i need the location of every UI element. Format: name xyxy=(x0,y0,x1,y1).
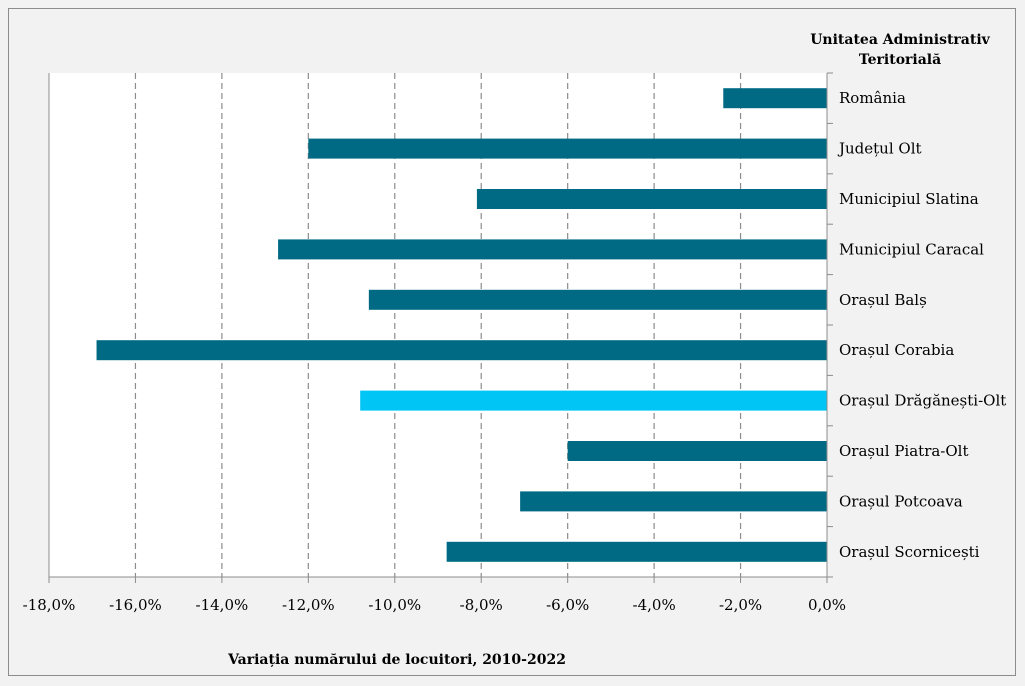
x-tick-label: -2,0% xyxy=(719,596,762,614)
legend-title-line-1: Unitatea Administrativ xyxy=(810,32,990,48)
category-label: Orașul Potcoava xyxy=(839,492,963,510)
bar xyxy=(368,289,827,310)
category-label: Județul Olt xyxy=(837,140,922,158)
category-label: România xyxy=(839,89,906,107)
x-tick-label: -14,0% xyxy=(196,596,249,614)
x-tick-label: -16,0% xyxy=(109,596,162,614)
bar xyxy=(96,340,828,361)
x-axis-title: Variația numărului de locuitori, 2010-20… xyxy=(227,652,566,668)
chart-frame: -18,0% -16,0% -14,0% -12,0% -10,0% -8,0% -6,0%… xyxy=(8,8,1016,676)
axes xyxy=(48,72,833,583)
category-label: Orașul Piatra-Olt xyxy=(839,442,969,460)
bar-chart: -18,0% -16,0% -14,0% -12,0% -10,0% -8,0% -6,0%… xyxy=(23,32,1007,668)
bar xyxy=(520,491,827,512)
category-label: Municipiul Slatina xyxy=(839,190,979,208)
bar xyxy=(308,138,827,159)
x-tick-label: -18,0% xyxy=(23,596,76,614)
x-tick-label: -6,0% xyxy=(546,596,589,614)
x-tick-label: -12,0% xyxy=(282,596,335,614)
x-tick-label: -4,0% xyxy=(633,596,676,614)
bar xyxy=(567,441,827,461)
bars xyxy=(96,88,828,562)
category-label: Orașul Scornicești xyxy=(839,543,980,561)
x-tick-labels: -18,0% -16,0% -14,0% -12,0% -10,0% -8,0% -6,0%… xyxy=(23,596,846,614)
x-tick-label: -10,0% xyxy=(368,596,421,614)
bar xyxy=(446,541,827,562)
x-tick-label: -8,0% xyxy=(460,596,503,614)
category-label: Orașul Drăgănești-Olt xyxy=(839,392,1006,410)
category-label: Orașul Balș xyxy=(839,291,927,309)
category-labels: România Județul Olt Municipiul Slatina Muni… xyxy=(837,89,1006,561)
legend-title-line-2: Teritorială xyxy=(859,52,941,68)
bar xyxy=(360,390,827,411)
bar xyxy=(723,88,827,109)
category-label: Orașul Corabia xyxy=(839,341,954,359)
bar xyxy=(278,239,828,260)
bar xyxy=(476,189,827,209)
category-label: Municipiul Caracal xyxy=(839,240,984,258)
x-tick-label: 0,0% xyxy=(808,596,846,614)
